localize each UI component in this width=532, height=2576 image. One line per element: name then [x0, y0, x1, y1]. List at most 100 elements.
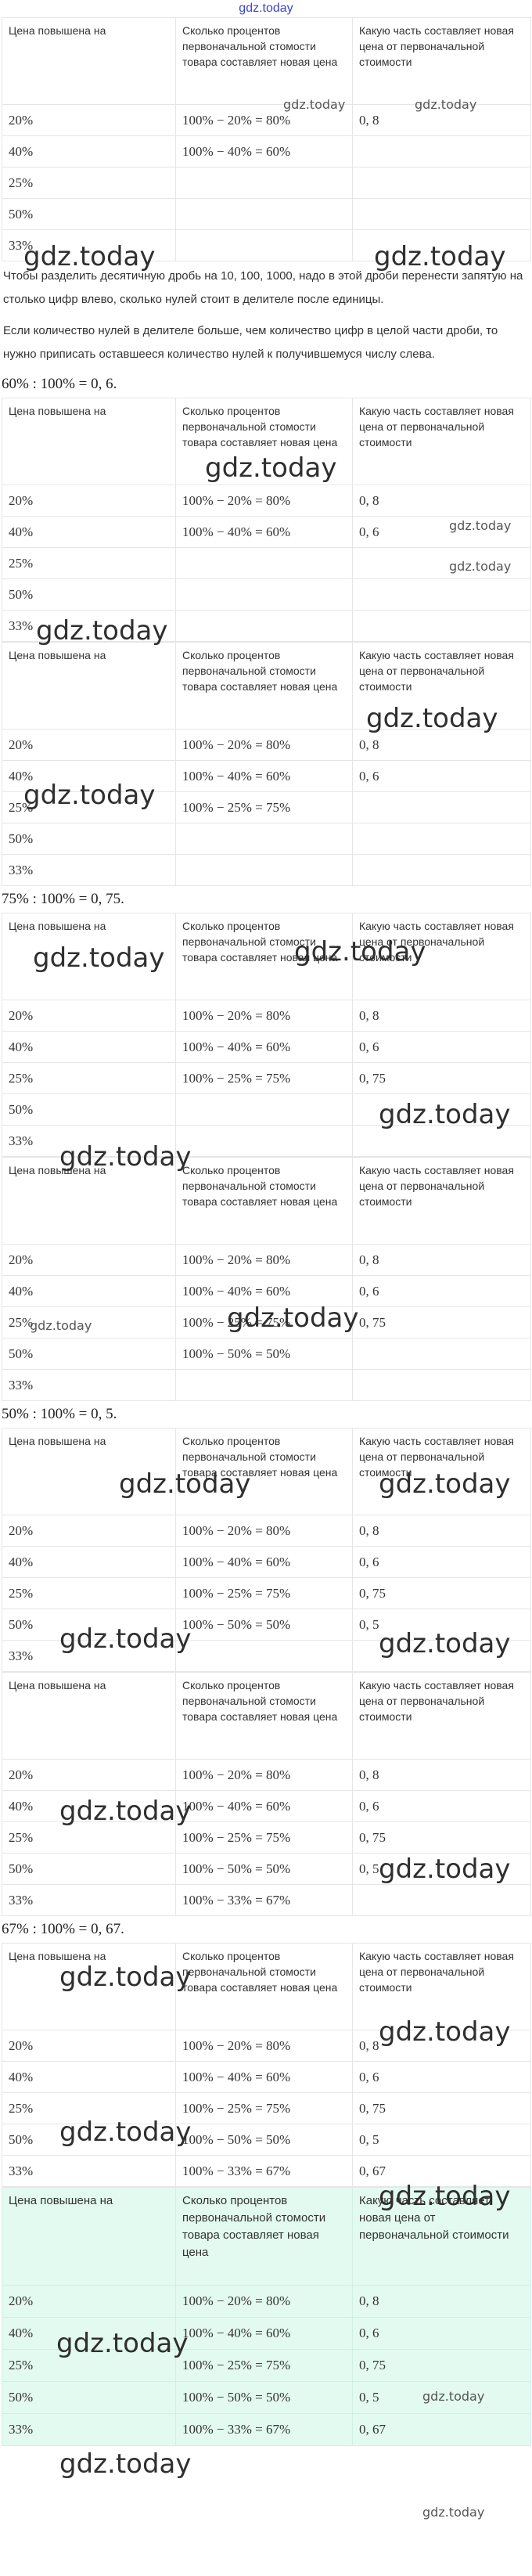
percent-cell: 20%: [2, 2030, 176, 2062]
table-row: 40% 100% − 40% = 60% 0, 6: [2, 760, 531, 792]
calc-cell: [175, 1125, 353, 1157]
table-row: 33%: [2, 610, 531, 642]
calc-cell: 100% − 25% = 75%: [175, 1821, 353, 1854]
table-row: 40% 100% − 40% = 60% 0, 6: [2, 2061, 531, 2093]
calc-cell: 100% − 20% = 80%: [175, 1759, 353, 1791]
table-row: 50%: [2, 823, 531, 855]
percent-cell: 33%: [2, 229, 176, 261]
price-table-8: Цена повышена на Сколько процентов перво…: [2, 1943, 531, 2187]
table-row: 33%: [2, 1369, 531, 1401]
part-cell: 0, 6: [352, 1031, 531, 1063]
part-cell: 0, 8: [352, 2285, 531, 2318]
percent-cell: 40%: [2, 760, 176, 792]
answer-table: Цена повышена на Сколько процентов перво…: [2, 2187, 531, 2446]
part-cell: 0, 5: [352, 2381, 531, 2414]
percent-cell: 40%: [2, 516, 176, 548]
table-row: 20% 100% − 20% = 80% 0, 8: [2, 2285, 531, 2318]
part-cell: 0, 6: [352, 1275, 531, 1307]
watermark: gdz.today: [59, 2448, 192, 2480]
table-row: 50%: [2, 578, 531, 611]
calc-cell: 100% − 25% = 75%: [175, 1577, 353, 1609]
percent-cell: 25%: [2, 547, 176, 579]
calc-cell: 100% − 50% = 50%: [175, 1338, 353, 1370]
calc-cell: 100% − 33% = 67%: [175, 1884, 353, 1916]
part-cell: 0, 8: [352, 1244, 531, 1276]
price-table-2: Цена повышена на Сколько процентов перво…: [2, 398, 531, 642]
percent-cell: 25%: [2, 1577, 176, 1609]
header-part-new-price: Какую часть составляет новая цена от пер…: [352, 17, 531, 105]
header-percent-new-price: Сколько процентов первоначальной стомост…: [175, 642, 353, 730]
table-row: 25% 100% − 25% = 75% 0, 75: [2, 1577, 531, 1609]
part-cell: 0, 8: [352, 1759, 531, 1791]
table-header-row: Цена повышена на Сколько процентов перво…: [2, 1428, 531, 1515]
calc-cell: 100% − 20% = 80%: [175, 1000, 353, 1032]
percent-cell: 25%: [2, 2349, 176, 2382]
part-cell: 0, 75: [352, 1062, 531, 1094]
table-row: 33%: [2, 229, 531, 261]
calc-cell: 100% − 20% = 80%: [175, 729, 353, 761]
part-cell: [352, 1369, 531, 1401]
calc-cell: 100% − 25% = 75%: [175, 2092, 353, 2124]
part-cell: 0, 8: [352, 104, 531, 136]
percent-cell: 20%: [2, 485, 176, 517]
table-row: 25% 100% − 25% = 75% 0, 75: [2, 1306, 531, 1338]
calc-cell: [175, 229, 353, 261]
table-row: 20% 100% − 20% = 80% 0, 8: [2, 1515, 531, 1547]
table-row: 40% 100% − 40% = 60% 0, 6: [2, 1790, 531, 1822]
table-row: 20% 100% − 20% = 80% 0, 8: [2, 1759, 531, 1791]
header-percent-new-price: Сколько процентов первоначальной стомост…: [175, 1428, 353, 1515]
header-price-increase: Цена повышена на: [2, 1672, 176, 1760]
table-row: 20% 100% − 20% = 80% 0, 8: [2, 1000, 531, 1032]
percent-cell: 25%: [2, 1306, 176, 1338]
table-row: 40% 100% − 40% = 60% 0, 6: [2, 2317, 531, 2350]
part-cell: 0, 6: [352, 1546, 531, 1578]
part-cell: [352, 198, 531, 230]
part-cell: 0, 75: [352, 1306, 531, 1338]
table-row: 20% 100% − 20% = 80% 0, 8: [2, 2030, 531, 2062]
header-part-new-price: Какую часть составляет новая цена от пер…: [352, 2187, 531, 2286]
calc-cell: 100% − 20% = 80%: [175, 1244, 353, 1276]
table-row: 40% 100% − 40% = 60% 0, 6: [2, 1031, 531, 1063]
calc-cell: 100% − 40% = 60%: [175, 135, 353, 168]
formula-3: 50% : 100% = 0, 5.: [2, 1406, 117, 1422]
header-percent-new-price: Сколько процентов первоначальной стомост…: [175, 2187, 353, 2286]
calc-cell: 100% − 50% = 50%: [175, 1853, 353, 1885]
table-row: 50% 100% − 50% = 50% 0, 5: [2, 2381, 531, 2414]
part-cell: 0, 8: [352, 1515, 531, 1547]
percent-cell: 20%: [2, 2285, 176, 2318]
calc-cell: 100% − 20% = 80%: [175, 104, 353, 136]
percent-cell: 50%: [2, 578, 176, 611]
percent-cell: 20%: [2, 104, 176, 136]
calc-cell: [175, 823, 353, 855]
part-cell: 0, 67: [352, 2413, 531, 2446]
header-percent-new-price: Сколько процентов первоначальной стомост…: [175, 1157, 353, 1245]
percent-cell: 50%: [2, 198, 176, 230]
percent-cell: 25%: [2, 167, 176, 199]
header-part-new-price: Какую часть составляет новая цена от пер…: [352, 642, 531, 730]
table-row: 33%: [2, 854, 531, 886]
header-percent-new-price: Сколько процентов первоначальной стомост…: [175, 913, 353, 1000]
part-cell: [352, 167, 531, 199]
calc-cell: 100% − 40% = 60%: [175, 1031, 353, 1063]
percent-cell: 50%: [2, 2124, 176, 2156]
table-row: 33% 100% − 33% = 67%: [2, 1884, 531, 1916]
formula-4: 67% : 100% = 0, 67.: [2, 1921, 124, 1937]
header-price-increase: Цена повышена на: [2, 17, 176, 105]
calc-cell: 100% − 40% = 60%: [175, 2317, 353, 2350]
part-cell: 0, 8: [352, 485, 531, 517]
site-link[interactable]: gdz.today: [239, 2, 293, 15]
table-row: 33%: [2, 1640, 531, 1672]
part-cell: [352, 578, 531, 611]
table-row: 20% 100% − 20% = 80% 0, 8: [2, 729, 531, 761]
calc-cell: 100% − 25% = 75%: [175, 1062, 353, 1094]
part-cell: [352, 1640, 531, 1672]
calc-cell: 100% − 25% = 75%: [175, 1306, 353, 1338]
percent-cell: 33%: [2, 854, 176, 886]
calc-cell: [175, 854, 353, 886]
percent-cell: 25%: [2, 1062, 176, 1094]
price-table-3: Цена повышена на Сколько процентов перво…: [2, 642, 531, 886]
price-table-5: Цена повышена на Сколько процентов перво…: [2, 1157, 531, 1401]
price-table-1: Цена повышена на Сколько процентов перво…: [2, 17, 531, 261]
table-header-row: Цена повышена на Сколько процентов перво…: [2, 2187, 531, 2286]
part-cell: 0, 8: [352, 1000, 531, 1032]
